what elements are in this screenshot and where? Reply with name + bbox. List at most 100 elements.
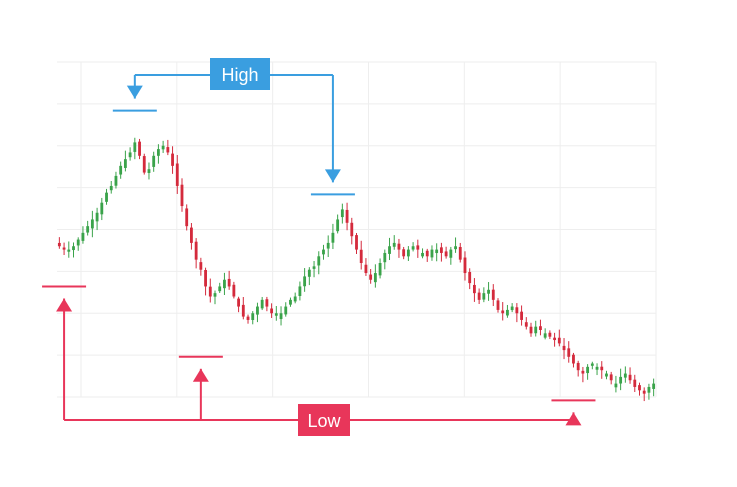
candle-body (614, 383, 618, 388)
candle-body (190, 227, 193, 243)
candle (260, 296, 264, 311)
candle-body (298, 286, 302, 296)
candle-body (373, 273, 377, 283)
candle-body (449, 249, 453, 258)
grid (57, 61, 657, 398)
candle-body (652, 383, 656, 389)
candle (62, 242, 66, 256)
candle-body (383, 252, 387, 263)
low-arrow-head (565, 412, 582, 426)
candle-body (496, 300, 500, 310)
candle (284, 302, 288, 317)
candle-body (345, 209, 349, 223)
candle-body (581, 370, 585, 374)
candle (147, 162, 151, 180)
candle-body (237, 298, 241, 307)
high-badge: High (210, 58, 270, 90)
candle (449, 246, 453, 265)
candle (208, 278, 212, 303)
candle (628, 367, 632, 384)
candle-body (633, 379, 637, 387)
candle-body (62, 247, 66, 250)
candle-body (388, 246, 391, 254)
candle (543, 328, 547, 340)
candle (256, 302, 259, 323)
candle (454, 237, 457, 253)
low-arrow-head (56, 298, 73, 312)
candle-body (246, 316, 250, 320)
candle-body (501, 310, 505, 314)
high-label: High (221, 65, 258, 85)
candle-body (128, 152, 132, 158)
candle (633, 374, 637, 393)
candle-body (463, 257, 467, 274)
candle-body (100, 202, 104, 215)
candle-body (477, 292, 481, 300)
candle-body (524, 322, 528, 327)
candle-body (86, 226, 90, 233)
candle-body (185, 208, 189, 227)
candle (416, 239, 420, 258)
candle-body (539, 326, 542, 330)
candle (406, 246, 410, 262)
candle-body (600, 366, 604, 371)
candle-body (402, 249, 406, 257)
candle-body (105, 192, 108, 202)
candle (331, 223, 335, 250)
candle-body (326, 242, 330, 249)
candle (510, 303, 514, 313)
candle (439, 242, 443, 262)
candle (246, 314, 250, 324)
candle (623, 366, 627, 383)
candle (109, 180, 113, 194)
candle-body (223, 279, 226, 289)
candle (524, 317, 528, 330)
candle-body (270, 308, 274, 314)
candle (435, 243, 439, 262)
candle (482, 287, 486, 303)
candle-body (213, 293, 217, 297)
candle-body (336, 219, 340, 232)
candle-body (421, 252, 424, 257)
candle (491, 284, 495, 307)
candle-body (303, 276, 307, 287)
candle (81, 226, 85, 244)
candle (539, 319, 542, 336)
candle (223, 272, 226, 296)
candle (421, 248, 424, 259)
candle (501, 302, 505, 321)
low-badge-background (298, 404, 350, 436)
candle-body (331, 232, 335, 243)
candle-body (364, 264, 368, 274)
candle-body (152, 155, 156, 167)
candle (289, 297, 292, 307)
high-arrow-head (126, 85, 143, 99)
candle (185, 204, 189, 231)
candle (553, 332, 557, 347)
candle (156, 144, 160, 164)
candle (477, 288, 481, 304)
candle (199, 257, 203, 276)
candle-body (562, 345, 566, 351)
candle-body (439, 247, 443, 253)
candle (194, 238, 198, 269)
candle (572, 352, 575, 368)
candle-body (119, 165, 123, 175)
candle-body (472, 284, 476, 294)
high-badge-background (210, 58, 270, 90)
candle-body (482, 293, 486, 300)
candle (392, 235, 396, 250)
candle-body (454, 246, 457, 250)
candle (609, 371, 613, 385)
candle (180, 178, 184, 212)
candle-body (72, 246, 75, 251)
candle-body (142, 156, 146, 173)
candle (322, 244, 325, 260)
candle (378, 258, 382, 279)
candle (515, 303, 519, 323)
low-badge: Low (298, 404, 350, 436)
candle-body (289, 299, 292, 305)
candle (138, 138, 141, 160)
candle-body (312, 266, 316, 269)
low-label: Low (307, 411, 341, 431)
